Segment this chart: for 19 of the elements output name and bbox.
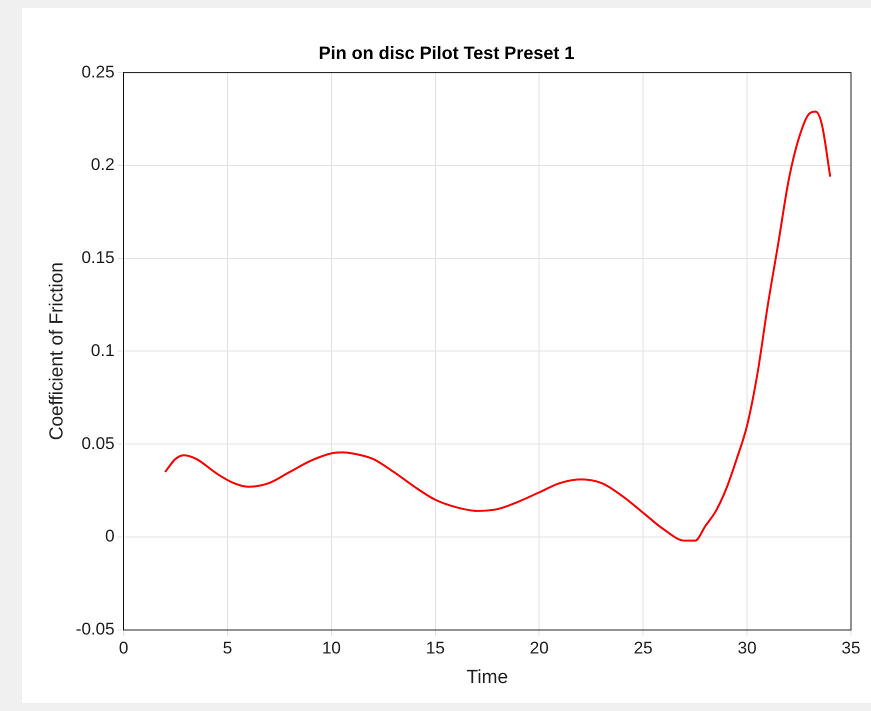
y-tick-label: 0.25 xyxy=(81,62,115,82)
y-tick-label: 0.05 xyxy=(81,434,115,453)
y-tick-label: 0 xyxy=(105,526,115,546)
x-tick-label: 15 xyxy=(426,638,445,658)
x-tick-label: 20 xyxy=(530,638,549,658)
y-tick-label: 0.2 xyxy=(90,155,115,174)
x-tick-label: 5 xyxy=(222,638,232,658)
chart-title: Pin on disc Pilot Test Preset 1 xyxy=(318,42,574,63)
x-tick-label: 25 xyxy=(634,638,653,658)
y-tick-label: 0.1 xyxy=(90,340,115,360)
x-tick-label: 10 xyxy=(322,638,341,658)
y-tick-label: -0.05 xyxy=(76,619,115,638)
line-series xyxy=(164,110,832,542)
x-tick-label: 35 xyxy=(842,638,860,658)
x-tick-label: 0 xyxy=(118,638,128,658)
y-axis-title: Coefficient of Friction xyxy=(46,262,68,440)
x-axis-title: Time xyxy=(466,666,508,688)
x-tick-label: 30 xyxy=(738,638,757,658)
y-tick-label: 0.15 xyxy=(81,248,115,268)
